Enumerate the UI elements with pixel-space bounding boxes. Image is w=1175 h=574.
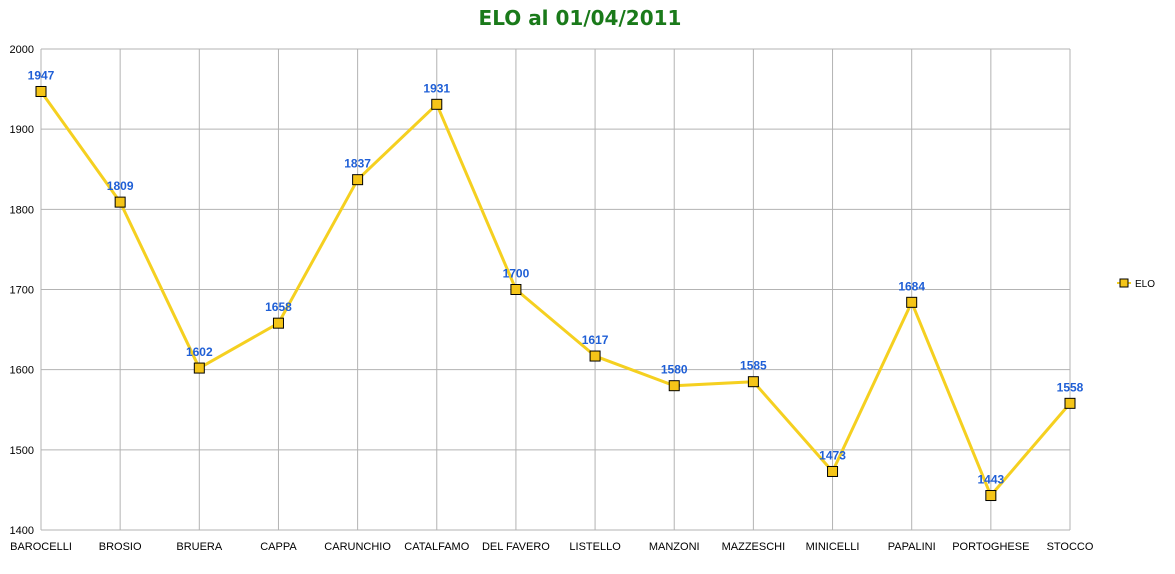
data-point	[668, 380, 680, 392]
data-label: 1617	[582, 333, 609, 347]
data-label: 1602	[186, 345, 213, 359]
data-point	[35, 85, 47, 97]
data-point	[431, 98, 443, 110]
data-label: 1700	[503, 267, 530, 281]
x-tick-label: STOCCO	[1047, 541, 1094, 553]
data-point	[510, 284, 522, 295]
x-tick-label: MANZONI	[649, 541, 700, 553]
x-tick-label: MINICELLI	[806, 541, 860, 553]
legend-marker	[1119, 278, 1129, 288]
data-label: 1558	[1057, 380, 1084, 394]
data-point	[1064, 397, 1076, 409]
y-tick-label: 1900	[10, 124, 34, 136]
data-label: 1658	[265, 300, 292, 314]
data-point	[272, 317, 284, 329]
data-point	[827, 465, 839, 477]
x-tick-label: MAZZESCHI	[722, 541, 786, 553]
x-tick-label: CARUNCHIO	[324, 541, 391, 553]
y-tick-label: 1600	[10, 365, 34, 377]
series-line	[39, 90, 1072, 498]
x-tick-label: PAPALINI	[888, 541, 936, 553]
x-tick-label: CAPPA	[260, 541, 297, 553]
data-point	[114, 196, 126, 208]
data-label: 1947	[28, 68, 55, 82]
y-tick-label: 1800	[10, 204, 34, 216]
y-tick-label: 1500	[10, 445, 34, 457]
y-tick-label: 1400	[10, 525, 34, 537]
data-label: 1931	[423, 81, 450, 95]
chart-title: ELO al 01/04/2011	[478, 6, 682, 30]
data-label: 1580	[661, 363, 688, 377]
data-label: 1837	[344, 157, 371, 171]
y-tick-label: 1700	[10, 285, 34, 297]
data-point	[985, 490, 997, 502]
axis-labels: 1400 1500 1600 1700 1800 1900 2000 BAROCELLI BRO…	[10, 44, 1094, 553]
legend-label: ELO	[1135, 279, 1155, 290]
x-tick-label: LISTELLO	[569, 541, 621, 553]
x-tick-label: CATALFAMO	[404, 541, 469, 553]
x-tick-label: BRUERA	[176, 541, 223, 553]
x-tick-label: BROSIO	[99, 541, 142, 553]
data-labels: 1947 1809 1602 1658 1837 1931 1700 1617 1580 1585…	[28, 68, 1084, 486]
x-tick-label: PORTOGHESE	[952, 541, 1029, 553]
gridlines	[40, 48, 1071, 531]
data-label: 1809	[107, 179, 134, 193]
x-tick-label: BAROCELLI	[10, 541, 72, 553]
series-elo	[35, 85, 1076, 502]
data-point	[352, 174, 364, 186]
x-tick-label: DEL FAVERO	[482, 541, 550, 553]
legend: ELO	[1117, 278, 1155, 290]
y-tick-label: 2000	[10, 44, 34, 56]
data-label: 1585	[740, 359, 767, 373]
data-point	[906, 296, 918, 308]
data-point	[193, 362, 205, 374]
data-point	[747, 376, 759, 388]
data-label: 1443	[977, 473, 1004, 487]
data-label: 1684	[898, 279, 925, 293]
data-point	[589, 350, 601, 362]
data-label: 1473	[819, 448, 846, 462]
